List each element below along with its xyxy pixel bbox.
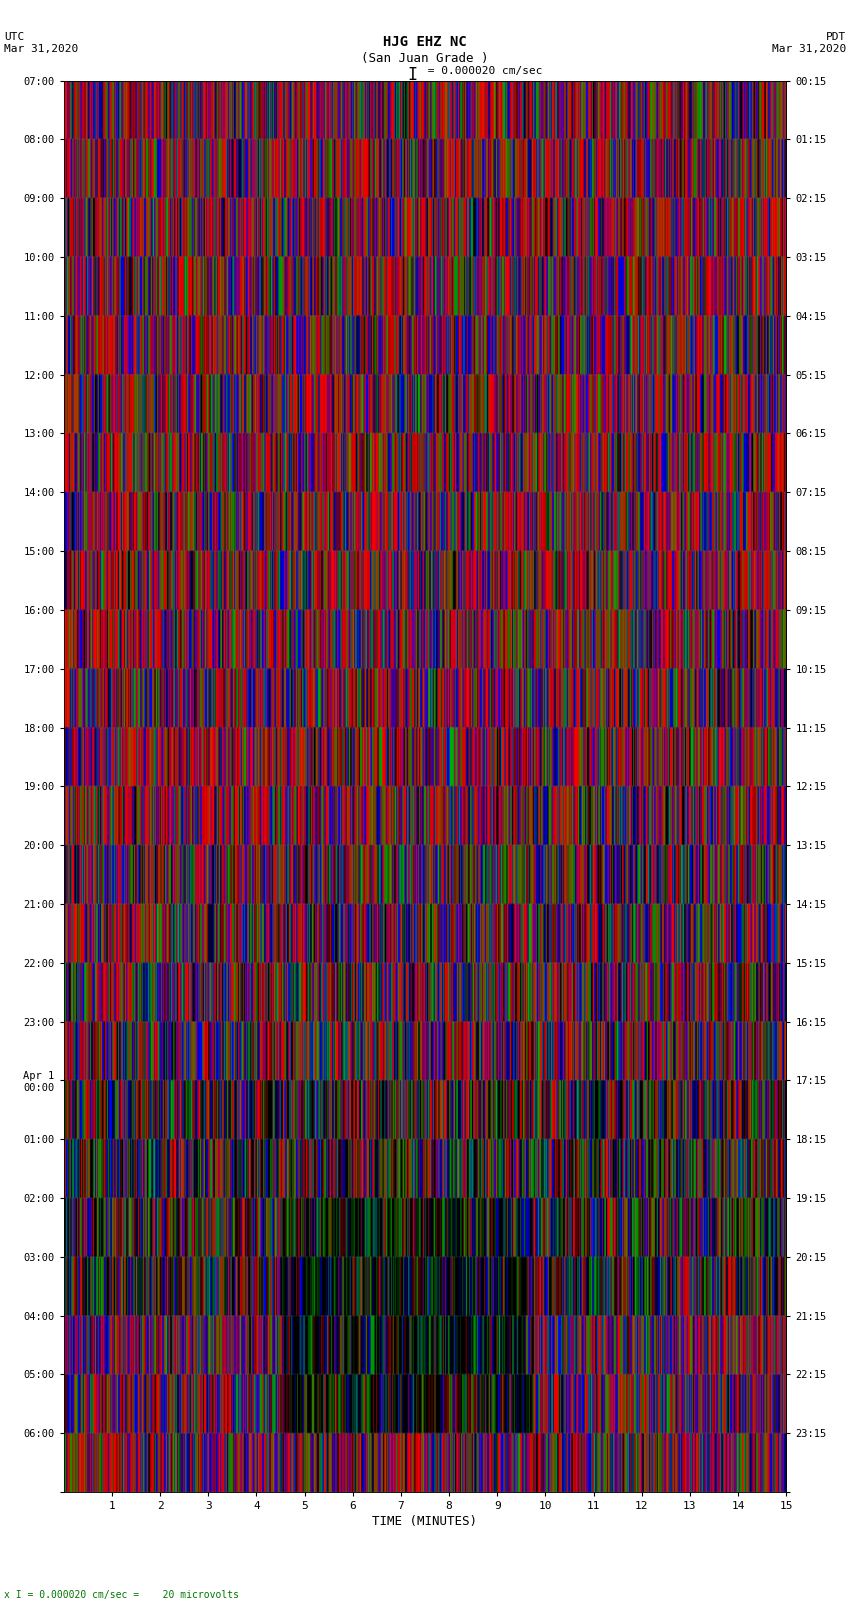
Text: = 0.000020 cm/sec: = 0.000020 cm/sec xyxy=(421,66,542,76)
Text: x I = 0.000020 cm/sec =    20 microvolts: x I = 0.000020 cm/sec = 20 microvolts xyxy=(4,1590,239,1600)
Text: (San Juan Grade ): (San Juan Grade ) xyxy=(361,52,489,65)
X-axis label: TIME (MINUTES): TIME (MINUTES) xyxy=(372,1515,478,1528)
Text: PDT
Mar 31,2020: PDT Mar 31,2020 xyxy=(772,32,846,53)
Text: UTC
Mar 31,2020: UTC Mar 31,2020 xyxy=(4,32,78,53)
Text: HJG EHZ NC: HJG EHZ NC xyxy=(383,35,467,50)
Text: I: I xyxy=(407,66,417,84)
